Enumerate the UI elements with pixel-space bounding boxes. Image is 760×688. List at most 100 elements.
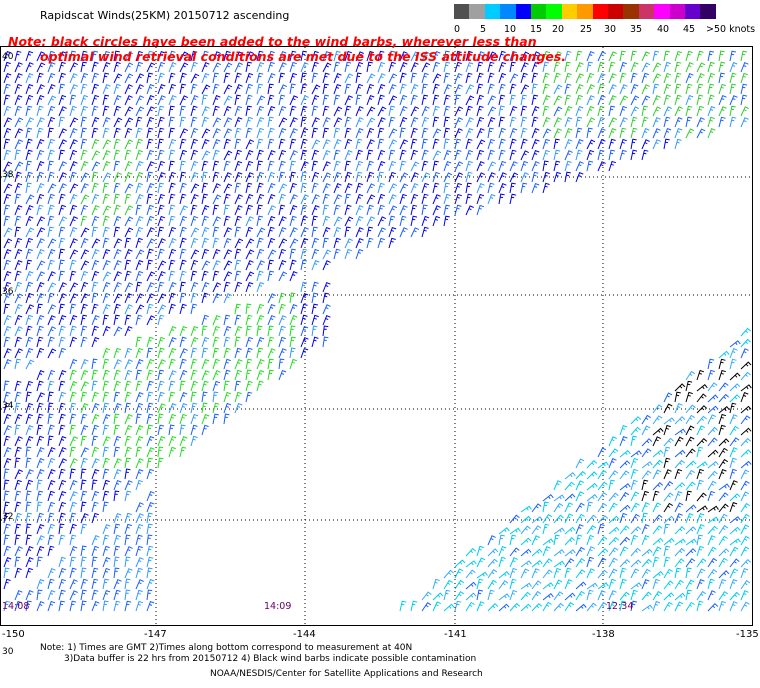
wind-barb [300,292,309,304]
wind-barb [509,602,521,612]
wind-barb [58,116,65,128]
wind-barb [3,468,10,480]
wind-barb [157,105,165,117]
wind-barb [663,545,671,557]
wind-barb [300,215,308,227]
wind-barb [432,94,440,106]
wind-barb [190,435,198,447]
wind-barb [201,116,209,128]
wind-barb [388,116,396,128]
wind-barb [91,380,98,392]
wind-barb [487,51,497,62]
wind-barb [608,127,617,139]
wind-barb [311,72,319,84]
wind-barb [102,413,111,425]
wind-barb [278,183,288,194]
wind-barb [157,369,165,381]
wind-barb [608,479,616,491]
wind-barb [256,204,263,216]
wind-barb [476,61,484,73]
wind-barb [509,567,518,579]
wind-barb [69,501,77,513]
wind-barb [608,436,617,447]
wind-barb [179,83,187,95]
wind-barb [509,50,517,62]
wind-barb [267,237,276,249]
wind-barb [157,391,165,403]
legend-swatch [561,4,578,19]
wind-barb [718,469,727,480]
wind-barb [498,160,507,172]
wind-barb [509,514,520,524]
wind-barb [333,204,341,216]
wind-barb [190,171,199,183]
wind-barb [168,204,176,216]
wind-barb [3,259,11,271]
wind-barb [388,84,397,95]
wind-barb [3,402,11,414]
wind-barb [212,194,222,205]
wind-barb [399,72,407,84]
wind-barb [663,556,671,568]
wind-barb [597,569,608,579]
wind-barb [311,205,320,216]
wind-barb [135,589,143,601]
wind-barb [410,600,418,612]
wind-barb [14,600,22,612]
wind-barb [124,490,132,502]
wind-barb [168,270,176,282]
wind-barb [113,303,121,315]
wind-barb [25,105,33,117]
wind-barb [443,72,451,84]
wind-barb [311,260,320,271]
wind-barb [663,481,674,491]
wind-barb [80,281,89,293]
wind-barb [234,116,243,128]
wind-barb [190,259,199,271]
wind-barb [201,391,208,403]
wind-barb [575,534,583,546]
wind-barb [377,50,385,62]
wind-barb [201,193,209,205]
wind-barb [289,138,297,150]
wind-barb [234,248,242,260]
wind-barb [553,160,561,172]
wind-barb [685,548,697,557]
wind-barb [113,271,122,282]
wind-barb [619,105,628,117]
wind-barb [124,171,133,183]
wind-barb [168,446,176,458]
wind-barb [58,183,67,194]
wind-barb [14,391,22,403]
wind-barb [476,601,485,612]
wind-barb [729,83,737,95]
wind-barb [696,568,706,579]
legend-swatch [454,4,470,19]
wind-barb [14,348,23,359]
wind-barb [553,171,561,183]
wind-barb [586,514,597,524]
wind-barb [113,512,122,524]
wind-barb [91,94,100,106]
wind-barb [190,227,200,238]
wind-barb [234,149,242,161]
wind-barb [201,270,209,282]
wind-barb [289,61,297,73]
wind-barb [36,370,45,381]
wind-barb [575,470,587,480]
wind-barb [223,391,232,403]
wind-barb [685,436,695,447]
legend-swatch [700,4,717,19]
wind-barb [69,402,77,414]
wind-barb [707,546,717,557]
wind-barb [234,402,243,414]
wind-barb [80,381,89,392]
wind-barb [421,72,429,84]
wind-barb [729,457,737,469]
wind-barb [223,237,232,249]
wind-barb [124,227,134,238]
lat-label-32: 32 [2,512,14,522]
wind-barb [36,556,43,568]
wind-barb [300,314,308,326]
wind-barb [542,128,552,139]
